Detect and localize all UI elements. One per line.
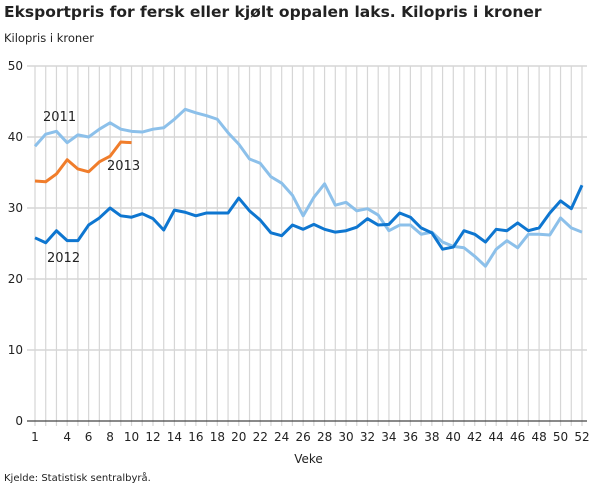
series-label-2012: 2012 [47,251,80,266]
x-tick-label: 40 [446,430,461,444]
y-tick-label: 40 [8,130,23,144]
x-tick-label: 12 [145,430,160,444]
chart-title: Eksportpris for fersk eller kjølt oppale… [4,3,542,21]
x-tick-label: 44 [489,430,504,444]
x-tick-label: 10 [124,430,139,444]
x-tick-label: 1 [31,430,39,444]
x-tick-label: 30 [338,430,353,444]
x-tick-label: 16 [188,430,203,444]
x-tick-label: 50 [553,430,568,444]
x-tick-label: 14 [167,430,182,444]
x-tick-label: 24 [274,430,289,444]
x-tick-label: 26 [295,430,310,444]
x-tick-label: 28 [317,430,332,444]
x-tick-label: 36 [403,430,418,444]
x-tick-label: 18 [210,430,225,444]
x-tick-label: 38 [424,430,439,444]
x-tick-label: 20 [231,430,246,444]
x-tick-label: 22 [253,430,268,444]
y-tick-label: 0 [15,414,23,428]
y-axis-label: Kilopris i kroner [4,31,94,45]
y-tick-label: 10 [8,343,23,357]
x-tick-label: 48 [531,430,546,444]
series-line-2012 [34,184,584,251]
y-tick-label: 30 [8,201,23,215]
y-tick-label: 20 [8,272,23,286]
x-tick-label: 32 [360,430,375,444]
x-tick-label: 8 [106,430,114,444]
series-label-2013: 2013 [107,159,140,174]
x-axis-label: Veke [294,452,323,466]
x-tick-label: 42 [467,430,482,444]
x-tick-label: 52 [574,430,589,444]
x-tick-label: 6 [85,430,93,444]
x-tick-label: 4 [63,430,71,444]
series-label-2011: 2011 [43,110,76,125]
x-tick-label: 46 [510,430,525,444]
source-note: Kjelde: Statistisk sentralbyrå. [4,473,151,484]
series-line-2011 [33,107,583,268]
series-line-2013 [34,140,132,184]
x-tick-label: 34 [381,430,396,444]
y-tick-label: 50 [8,59,23,73]
